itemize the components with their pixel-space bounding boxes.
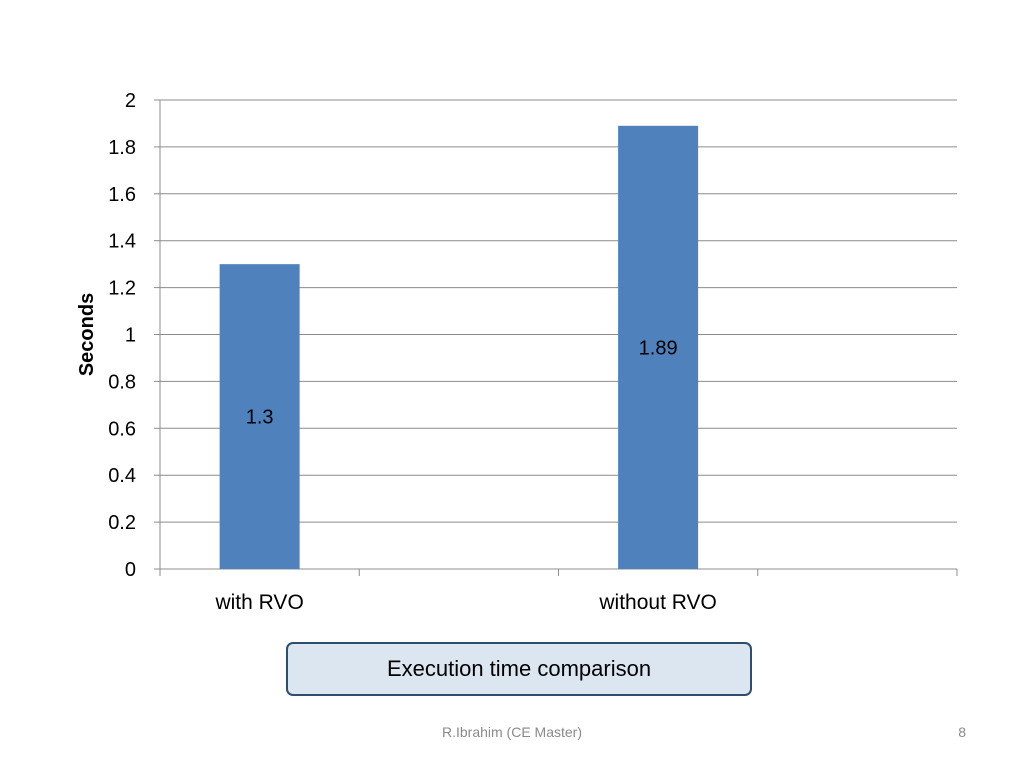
y-tick-label: 0.6 xyxy=(108,418,136,440)
caption-box: Execution time comparison xyxy=(286,642,752,696)
y-tick-label: 1 xyxy=(125,325,136,347)
footer-text: R.Ibrahim (CE Master) xyxy=(441,724,583,740)
y-tick-label: 2 xyxy=(125,90,136,112)
data-label: 1.3 xyxy=(246,407,274,429)
x-category-label: without RVO xyxy=(598,591,717,614)
bar xyxy=(219,264,300,569)
y-tick-label: 0.2 xyxy=(108,512,136,534)
y-axis-title: Seconds xyxy=(76,293,98,376)
y-tick-label: 1.2 xyxy=(108,278,136,300)
data-label: 1.89 xyxy=(639,337,678,359)
y-tick-label: 0.4 xyxy=(108,465,136,487)
y-tick-label: 0 xyxy=(125,559,136,581)
y-tick-label: 0.8 xyxy=(108,371,136,393)
y-tick-label: 1.8 xyxy=(108,137,136,159)
caption-text: Execution time comparison xyxy=(386,656,652,681)
page-number: 8 xyxy=(958,724,966,740)
x-category-label: with RVO xyxy=(214,591,303,614)
bar xyxy=(618,125,699,570)
bar-chart: 0 0.2 0.4 0.6 0.8 1 1.2 1.4 1.6 1.8 2 1.3 with RVO 1.… xyxy=(76,90,958,614)
y-tick-label: 1.6 xyxy=(108,184,136,206)
y-tick-label: 1.4 xyxy=(108,231,136,253)
